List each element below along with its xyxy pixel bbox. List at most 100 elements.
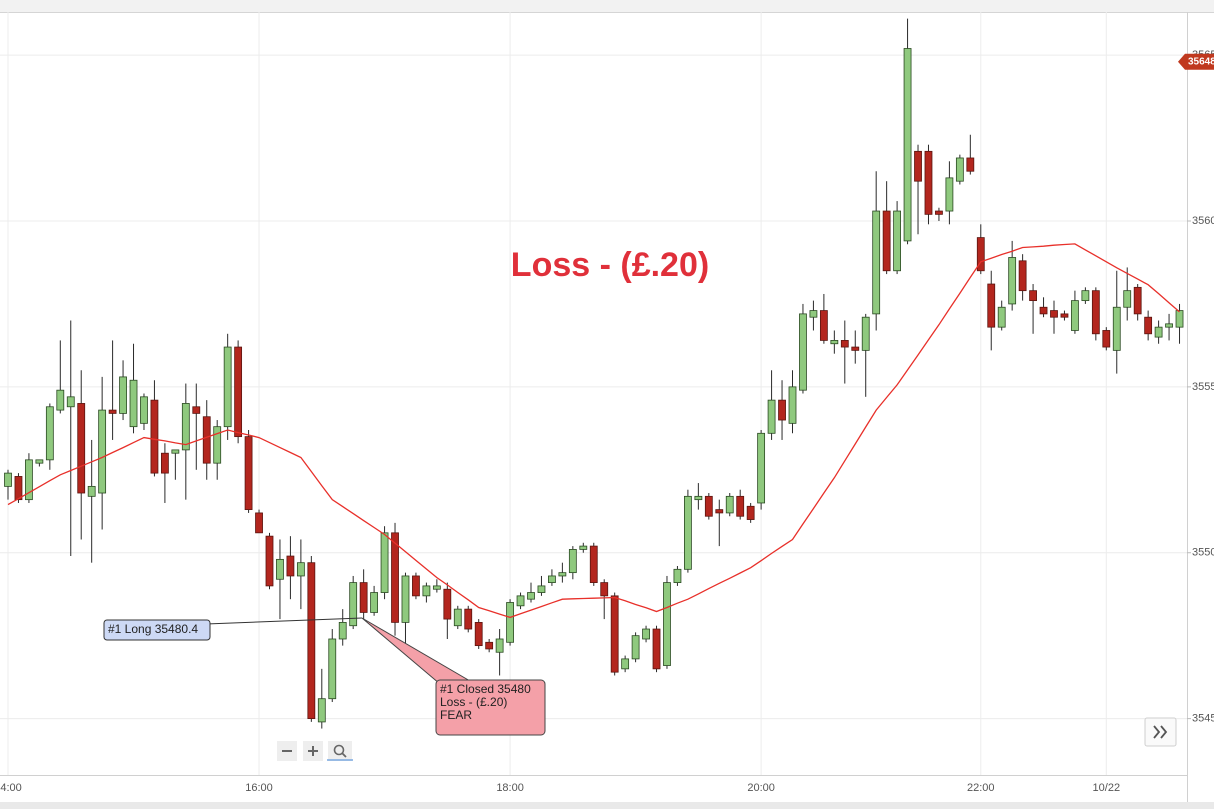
candle-body — [35, 459, 44, 464]
candle-body — [976, 237, 985, 272]
x-tick-label: 20:00 — [747, 782, 775, 794]
candle-body — [589, 545, 598, 583]
x-tick-label: 14:00 — [0, 782, 22, 794]
candle-body — [621, 658, 630, 670]
candle-body — [704, 495, 713, 517]
candle-body — [1102, 330, 1111, 348]
candle-body — [45, 406, 54, 461]
candle-body — [77, 403, 86, 494]
candle-body — [642, 628, 650, 640]
candle-body — [234, 346, 243, 438]
candle-body — [882, 210, 891, 272]
candle-body — [966, 157, 975, 172]
candle-body — [485, 641, 494, 650]
candle-body — [548, 575, 556, 583]
scroll-end-box[interactable] — [1144, 717, 1177, 747]
zoom-controls — [277, 741, 353, 761]
candle-body — [914, 150, 922, 182]
candle-body — [432, 585, 441, 590]
candle-body — [840, 340, 849, 348]
candle-body — [495, 638, 504, 653]
candle-body — [1175, 310, 1184, 328]
candle-body — [568, 549, 577, 574]
candle-body — [181, 403, 190, 451]
candle-body — [171, 449, 180, 454]
candle-body — [25, 459, 33, 501]
exit-label: FEAR — [440, 708, 472, 722]
candle-body — [1081, 290, 1090, 302]
candle-body — [819, 310, 828, 341]
candle-body — [108, 409, 117, 414]
candle-body — [516, 595, 525, 607]
y-tick-label: 35600 — [1192, 215, 1214, 227]
entry-connector — [205, 617, 363, 625]
candle-body — [987, 283, 996, 328]
candle-body — [788, 386, 797, 424]
candle-body — [129, 379, 138, 428]
candle-body — [694, 495, 703, 501]
candle-body — [328, 638, 337, 700]
candle-body — [464, 608, 473, 630]
zoom-reset-button[interactable] — [328, 741, 352, 761]
candle-body — [296, 562, 305, 577]
candle-body — [903, 48, 912, 242]
candle-body — [715, 509, 724, 514]
candle-body — [673, 568, 682, 583]
price-tag — [1178, 53, 1214, 70]
x-tick-label: 22:00 — [967, 782, 995, 794]
candle-body — [1060, 313, 1069, 318]
candle-body — [66, 396, 75, 408]
candle-body — [579, 545, 588, 550]
candle-body — [1165, 323, 1173, 328]
candle-body — [223, 346, 232, 428]
candle-body — [1091, 290, 1100, 335]
candle-body — [349, 582, 358, 627]
candle-body — [631, 635, 640, 660]
candle-body — [422, 585, 431, 597]
candle-body — [600, 582, 609, 597]
exit-label: Loss - (£.20) — [440, 695, 507, 709]
candle-body — [370, 592, 379, 613]
y-tick-label: 35550 — [1192, 381, 1214, 393]
candle-body — [150, 399, 159, 474]
top-strip — [0, 0, 1214, 12]
entry-label: #1 Long 35480.4 — [108, 622, 198, 636]
candle-body — [391, 532, 399, 623]
candle-body — [746, 505, 755, 520]
candle-body — [955, 157, 964, 182]
candle-body — [307, 562, 316, 720]
x-tick-label: 10/22 — [1093, 782, 1121, 794]
candle-body — [213, 426, 222, 464]
candle-body — [412, 575, 420, 597]
scroll-end-button[interactable] — [1144, 717, 1177, 747]
candle-body — [861, 316, 870, 351]
candle-body — [160, 452, 169, 474]
candle-body — [98, 409, 107, 494]
candle-body — [255, 512, 263, 534]
candle-body — [1050, 310, 1058, 318]
candle-body — [1133, 286, 1142, 315]
candle-body — [725, 495, 734, 514]
candle-body — [1018, 260, 1027, 292]
chart-title: Loss - (£.20) — [511, 246, 709, 284]
zoom-reset-icon — [341, 752, 347, 758]
candle-body — [663, 582, 671, 666]
chevron-icon — [1153, 725, 1161, 739]
candle-body — [1144, 316, 1153, 335]
candle-body — [736, 495, 745, 517]
candle-body — [924, 150, 933, 215]
candle-body — [558, 572, 567, 577]
candle-body — [286, 555, 295, 577]
candle-body — [610, 595, 619, 673]
candle-body — [809, 310, 818, 318]
candle-body — [997, 306, 1006, 328]
candle-body — [14, 476, 23, 501]
candle-body — [338, 622, 347, 640]
candle-body — [527, 592, 535, 600]
candle-body — [778, 399, 786, 421]
candle-body — [4, 472, 12, 487]
candle-body — [380, 532, 389, 593]
candle-body — [359, 582, 368, 613]
candle-body — [443, 588, 452, 620]
